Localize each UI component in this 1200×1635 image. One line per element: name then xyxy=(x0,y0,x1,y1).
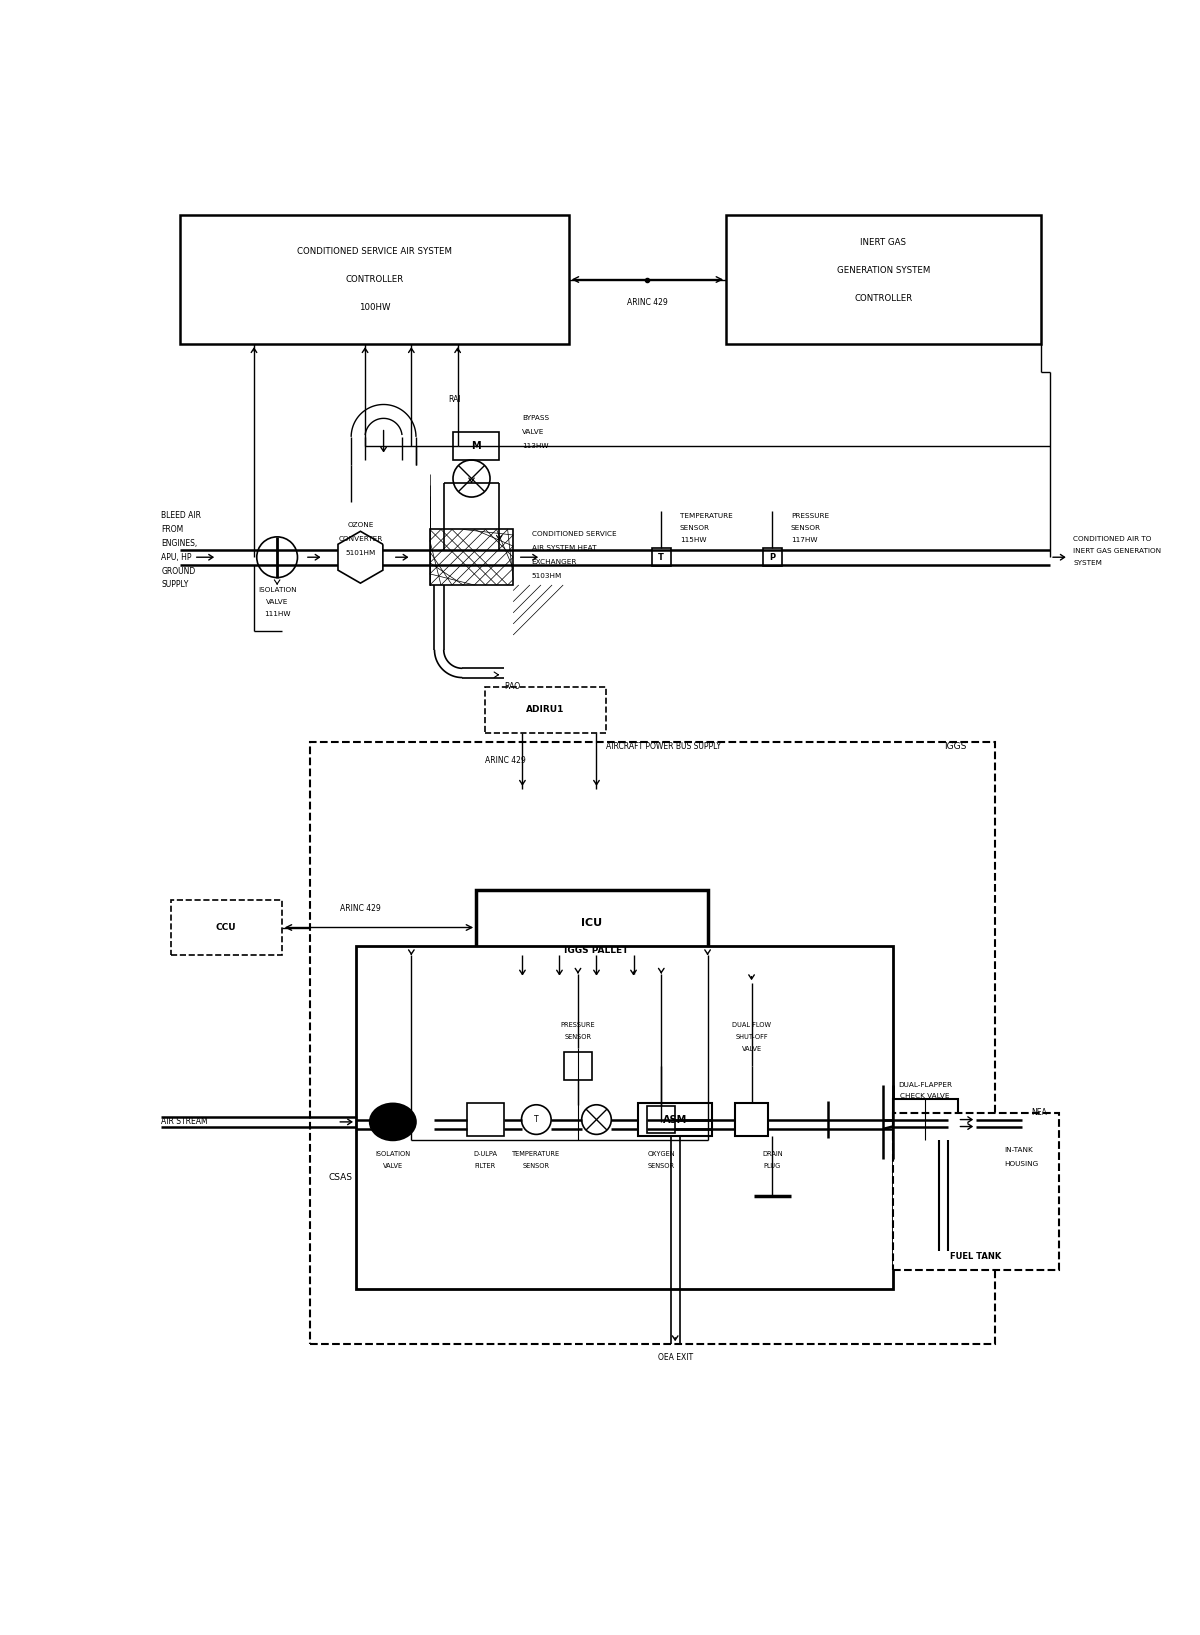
Text: BYPASS: BYPASS xyxy=(522,415,550,422)
Text: SYSTEM: SYSTEM xyxy=(1073,559,1102,566)
Text: SENSOR: SENSOR xyxy=(564,1033,592,1040)
Text: PRESSURE: PRESSURE xyxy=(560,1022,595,1028)
Text: OEA EXIT: OEA EXIT xyxy=(658,1354,692,1362)
Text: VALVE: VALVE xyxy=(383,1164,403,1169)
Text: CSAS: CSAS xyxy=(328,1172,352,1182)
Text: 100HW: 100HW xyxy=(359,302,390,312)
Text: DUAL FLOW: DUAL FLOW xyxy=(732,1022,772,1028)
Text: IGGS PALLET: IGGS PALLET xyxy=(564,947,629,955)
Text: TEMPERATURE: TEMPERATURE xyxy=(512,1151,560,1158)
Text: CCU: CCU xyxy=(216,924,236,932)
Text: HOUSING: HOUSING xyxy=(1003,1161,1038,1166)
Text: INERT GAS GENERATION: INERT GAS GENERATION xyxy=(1073,548,1162,554)
Text: SENSOR: SENSOR xyxy=(791,525,821,531)
Text: AIR SYSTEM HEAT: AIR SYSTEM HEAT xyxy=(532,544,596,551)
Text: SUPPLY: SUPPLY xyxy=(162,580,188,590)
Bar xyxy=(356,947,893,1288)
Bar xyxy=(180,214,569,345)
Text: ADIRU1: ADIRU1 xyxy=(527,705,565,714)
Text: ASM: ASM xyxy=(664,1115,688,1125)
Bar xyxy=(893,1113,1060,1270)
Text: CONDITIONED AIR TO: CONDITIONED AIR TO xyxy=(1073,536,1152,541)
Text: ISOLATION: ISOLATION xyxy=(376,1151,410,1158)
Bar xyxy=(170,899,282,955)
Text: PRESSURE: PRESSURE xyxy=(791,512,829,518)
Text: PLUG: PLUG xyxy=(763,1164,781,1169)
Polygon shape xyxy=(338,531,383,584)
Text: SENSOR: SENSOR xyxy=(648,1164,674,1169)
Ellipse shape xyxy=(370,1104,416,1141)
Text: GROUND: GROUND xyxy=(162,567,196,576)
Text: P: P xyxy=(769,553,775,562)
Text: FILTER: FILTER xyxy=(475,1164,496,1169)
Bar xyxy=(652,548,671,566)
Text: VALVE: VALVE xyxy=(266,598,288,605)
Text: 5103HM: 5103HM xyxy=(532,572,562,579)
Text: FUEL TANK: FUEL TANK xyxy=(950,1252,1002,1261)
Text: M: M xyxy=(472,441,481,451)
Text: D-ULPA: D-ULPA xyxy=(474,1151,498,1158)
Text: 111HW: 111HW xyxy=(264,611,290,616)
Bar xyxy=(467,1104,504,1136)
Text: SENSOR: SENSOR xyxy=(679,525,709,531)
Text: ISOLATION: ISOLATION xyxy=(258,587,296,592)
Text: FROM: FROM xyxy=(162,525,184,535)
Text: APU, HP: APU, HP xyxy=(162,553,192,562)
Text: BLEED AIR: BLEED AIR xyxy=(162,512,202,520)
Text: CONTROLLER: CONTROLLER xyxy=(346,275,403,284)
Text: AIRCRAFT POWER BUS SUPPLY: AIRCRAFT POWER BUS SUPPLY xyxy=(606,742,721,752)
Bar xyxy=(476,891,708,955)
Bar xyxy=(638,1104,712,1136)
Text: OZONE: OZONE xyxy=(347,522,373,528)
Bar xyxy=(486,687,606,732)
Text: DRAIN: DRAIN xyxy=(762,1151,782,1158)
Text: CHECK VALVE: CHECK VALVE xyxy=(900,1092,950,1099)
Text: RAI: RAI xyxy=(449,396,461,404)
Text: VALVE: VALVE xyxy=(522,430,545,435)
Text: IN-TANK: IN-TANK xyxy=(1003,1146,1032,1153)
Text: T: T xyxy=(659,553,665,562)
Text: GENERATION SYSTEM: GENERATION SYSTEM xyxy=(836,267,930,275)
Bar xyxy=(454,432,499,459)
Text: INERT GAS: INERT GAS xyxy=(860,239,906,247)
Text: ARINC 429: ARINC 429 xyxy=(628,298,667,307)
Bar xyxy=(736,1104,768,1136)
Bar xyxy=(893,1099,958,1141)
Text: SHUT-OFF: SHUT-OFF xyxy=(736,1033,768,1040)
Text: CONVERTER: CONVERTER xyxy=(338,536,383,541)
Text: ENGINES,: ENGINES, xyxy=(162,540,198,548)
Bar xyxy=(564,1053,592,1081)
Text: IGGS: IGGS xyxy=(944,742,967,752)
Text: T: T xyxy=(534,1115,539,1125)
Text: EXCHANGER: EXCHANGER xyxy=(532,559,577,564)
Bar xyxy=(647,1105,676,1133)
Text: AIR STREAM: AIR STREAM xyxy=(162,1117,208,1127)
Text: ARINC 429: ARINC 429 xyxy=(486,757,526,765)
Bar xyxy=(310,742,995,1344)
Text: CONDITIONED SERVICE: CONDITIONED SERVICE xyxy=(532,531,617,536)
Text: OXYGEN: OXYGEN xyxy=(648,1151,676,1158)
Text: 117HW: 117HW xyxy=(791,536,817,543)
Text: ARINC 429: ARINC 429 xyxy=(340,904,380,914)
Text: DUAL-FLAPPER: DUAL-FLAPPER xyxy=(898,1082,952,1087)
Bar xyxy=(430,530,514,585)
Text: SENSOR: SENSOR xyxy=(523,1164,550,1169)
Text: TEMPERATURE: TEMPERATURE xyxy=(679,512,732,518)
Text: VALVE: VALVE xyxy=(742,1046,762,1051)
Text: CONTROLLER: CONTROLLER xyxy=(854,294,912,302)
Bar xyxy=(763,548,781,566)
Bar xyxy=(726,214,1040,345)
Text: CONDITIONED SERVICE AIR SYSTEM: CONDITIONED SERVICE AIR SYSTEM xyxy=(296,247,452,257)
Text: RAO: RAO xyxy=(504,682,520,692)
Text: NEA: NEA xyxy=(1032,1109,1048,1117)
Text: 115HW: 115HW xyxy=(679,536,707,543)
Text: 113HW: 113HW xyxy=(522,443,548,450)
Text: ICU: ICU xyxy=(581,917,602,929)
Text: 5101HM: 5101HM xyxy=(346,549,376,556)
